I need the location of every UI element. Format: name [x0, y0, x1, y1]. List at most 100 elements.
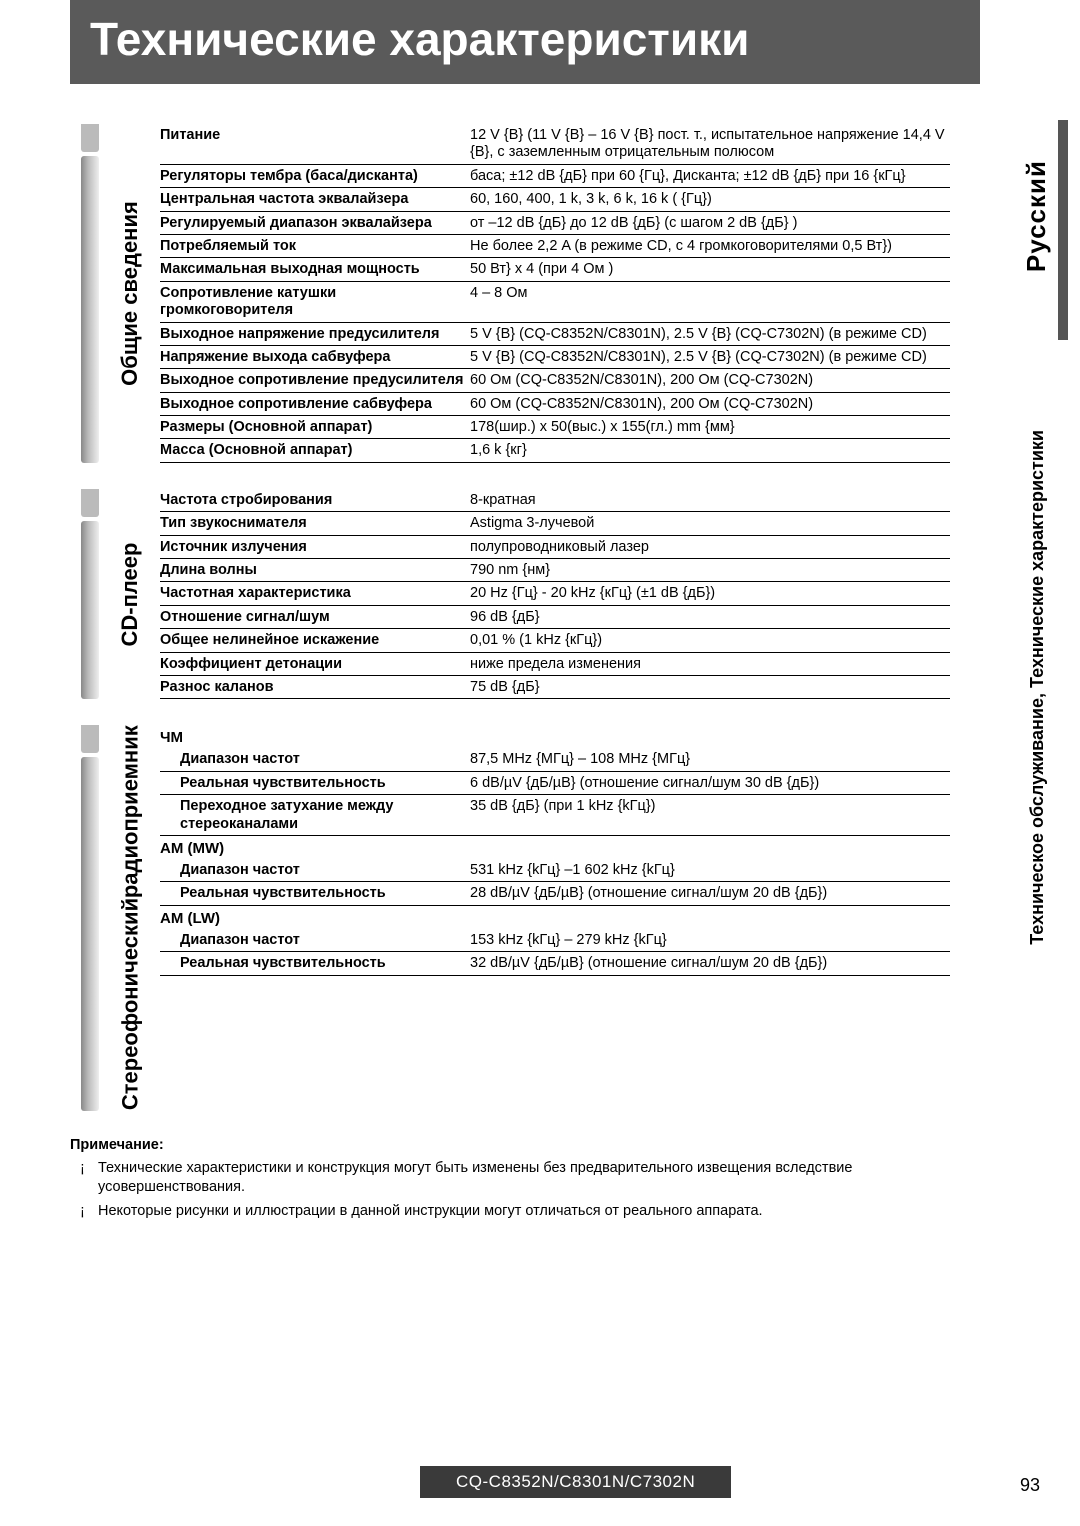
- spec-row-label: Размеры (Основной аппарат): [160, 419, 470, 436]
- spec-row-value: 60, 160, 400, 1 k, 3 k, 6 k, 16 k ( {Гц}…: [470, 191, 950, 208]
- spec-row: Центральная частота эквалайзера60, 160, …: [160, 188, 950, 211]
- section-tab: [70, 489, 110, 700]
- spec-row: Размеры (Основной аппарат)178(шир.) x 50…: [160, 416, 950, 439]
- section-cd: CD-плеер Частота стробирования8-кратнаяТ…: [70, 489, 950, 700]
- footer-model-bar: CQ-C8352N/C8301N/C7302N: [420, 1466, 731, 1498]
- spec-row-label: Частотная характеристика: [160, 585, 470, 602]
- spec-row-label: Потребляемый ток: [160, 238, 470, 255]
- spec-row-label: Длина волны: [160, 562, 470, 579]
- spec-row-label: Напряжение выхода сабвуфера: [160, 349, 470, 366]
- spec-row-value: 12 V {В} (11 V {В} – 16 V {В} пост. т., …: [470, 127, 950, 162]
- spec-row-value: 60 Ом (CQ-C8352N/C8301N), 200 Ом (CQ-C73…: [470, 372, 950, 389]
- spec-row-label: Масса (Основной аппарат): [160, 442, 470, 459]
- section-tab: [70, 725, 110, 1110]
- spec-table-general: Питание12 V {В} (11 V {В} – 16 V {В} пос…: [160, 124, 950, 463]
- section-label-radio-2: радиоприемник: [118, 725, 141, 898]
- band-heading: AM (LW): [160, 906, 950, 929]
- spec-row: Выходное напряжение предусилителя5 V {В}…: [160, 323, 950, 346]
- notes-item: Некоторые рисунки и иллюстрации в данной…: [70, 1202, 940, 1222]
- spec-row-label: Регулируемый диапазон эквалайзера: [160, 215, 470, 232]
- tab-stub-icon: [81, 489, 99, 517]
- spec-row-value: 50 Вт} x 4 (при 4 Ом ): [470, 261, 950, 278]
- footer-model-text: CQ-C8352N/C8301N/C7302N: [456, 1472, 695, 1491]
- spec-row-label: Диапазон частот: [180, 862, 470, 879]
- spec-row: Выходное сопротивление сабвуфера60 Ом (C…: [160, 393, 950, 416]
- spec-row-value: 87,5 MHz {МГц} – 108 MHz {МГц}: [470, 751, 950, 768]
- spec-row-value: 35 dB {дБ} (при 1 kHz {kГц}): [470, 798, 950, 833]
- tab-bar-icon: [81, 156, 99, 463]
- spec-row-label: Центральная частота эквалайзера: [160, 191, 470, 208]
- spec-row: Отношение сигнал/шум96 dB {дБ}: [160, 606, 950, 629]
- spec-row: Длина волны790 nm {нм}: [160, 559, 950, 582]
- spec-row-value: 153 kHz {kГц} – 279 kHz {kГц}: [470, 932, 950, 949]
- spec-row-value: баса; ±12 dB {дБ} при 60 {Гц}, Дисканта;…: [470, 168, 950, 185]
- spec-row-label: Питание: [160, 127, 470, 162]
- spec-row-value: 96 dB {дБ}: [470, 609, 950, 626]
- spec-row-label: Реальная чувствительность: [180, 775, 470, 792]
- spec-row-value: 75 dB {дБ}: [470, 679, 950, 696]
- spec-table-cd: Частота стробирования8-кратнаяТип звукос…: [160, 489, 950, 700]
- spec-row: Частотная характеристика20 Hz {Гц} - 20 …: [160, 582, 950, 605]
- spec-row-value: ниже предела изменения: [470, 656, 950, 673]
- spec-row-value: от –12 dB {дБ} до 12 dB {дБ} (с шагом 2 …: [470, 215, 950, 232]
- content-area: Общие сведения Питание12 V {В} (11 V {В}…: [70, 124, 950, 1221]
- spec-row: Регулируемый диапазон эквалайзераот –12 …: [160, 212, 950, 235]
- spec-row: Тип звукоснимателяAstigma 3-лучевой: [160, 512, 950, 535]
- section-label-radio-1: Стереофонический: [118, 898, 141, 1110]
- spec-table-radio: ЧМДиапазон частот87,5 MHz {МГц} – 108 MH…: [160, 725, 950, 1110]
- spec-row-value: 32 dB/µV {дБ/µВ} (отношение сигнал/шум 2…: [470, 955, 950, 972]
- spec-row: Реальная чувствительность32 dB/µV {дБ/µВ…: [160, 952, 950, 975]
- spec-row-label: Сопротивление катушки громкоговорителя: [160, 285, 470, 320]
- spec-row-value: 4 – 8 Ом: [470, 285, 950, 320]
- spec-row: Максимальная выходная мощность50 Вт} x 4…: [160, 258, 950, 281]
- spec-row-label: Отношение сигнал/шум: [160, 609, 470, 626]
- notes-item: Технические характеристики и конструкция…: [70, 1159, 940, 1198]
- spec-row-value: 1,6 k {кг}: [470, 442, 950, 459]
- spec-row-value: 60 Ом (CQ-C8352N/C8301N), 200 Ом (CQ-C73…: [470, 396, 950, 413]
- spec-row: Переходное затухание между стереоканалам…: [160, 795, 950, 836]
- spec-row-label: Выходное сопротивление предусилителя: [160, 372, 470, 389]
- spec-row-label: Максимальная выходная мощность: [160, 261, 470, 278]
- spec-row-label: Диапазон частот: [180, 932, 470, 949]
- spec-row-value: 20 Hz {Гц} - 20 kHz {кГц} (±1 dB {дБ}): [470, 585, 950, 602]
- spec-row: Масса (Основной аппарат)1,6 k {кг}: [160, 439, 950, 462]
- spec-row: Диапазон частот531 kHz {kГц} –1 602 kHz …: [160, 859, 950, 882]
- spec-row-label: Переходное затухание между стереоканалам…: [180, 798, 470, 833]
- spec-row: Общее нелинейное искажение0,01 % (1 kHz …: [160, 629, 950, 652]
- spec-row-label: Выходное сопротивление сабвуфера: [160, 396, 470, 413]
- spec-row-label: Коэффициент детонации: [160, 656, 470, 673]
- section-tab: [70, 124, 110, 463]
- spec-row-value: 8-кратная: [470, 492, 950, 509]
- section-label-cd: CD-плеер: [110, 489, 150, 700]
- spec-row: Питание12 V {В} (11 V {В} – 16 V {В} пос…: [160, 124, 950, 165]
- spec-row-label: Диапазон частот: [180, 751, 470, 768]
- spec-row-value: 28 dB/µV {дБ/µВ} (отношение сигнал/шум 2…: [470, 885, 950, 902]
- tab-stub-icon: [81, 124, 99, 152]
- spec-row: Регуляторы тембра (баса/дисканта)баса; ±…: [160, 165, 950, 188]
- section-label-radio: Стереофонический радиоприемник: [110, 725, 150, 1110]
- tab-bar-icon: [81, 757, 99, 1110]
- spec-row-value: 790 nm {нм}: [470, 562, 950, 579]
- spec-row-value: 6 dB/µV {дБ/µВ} (отношение сигнал/шум 30…: [470, 775, 950, 792]
- page-number: 93: [1020, 1475, 1040, 1496]
- spec-row: Сопротивление катушки громкоговорителя4 …: [160, 282, 950, 323]
- spec-row-value: Astigma 3-лучевой: [470, 515, 950, 532]
- tab-bar-icon: [81, 521, 99, 700]
- spec-row-value: полупроводниковый лазер: [470, 539, 950, 556]
- band-heading: AM (MW): [160, 836, 950, 859]
- page-title-banner: Технические характеристики: [70, 0, 980, 84]
- spec-row: Коэффициент детонацииниже предела измене…: [160, 653, 950, 676]
- spec-row-label: Регуляторы тембра (баса/дисканта): [160, 168, 470, 185]
- notes-list: Технические характеристики и конструкция…: [70, 1159, 940, 1222]
- spec-row: Источник излученияполупроводниковый лазе…: [160, 536, 950, 559]
- side-section-label: Техническое обслуживание, Технические ха…: [1027, 430, 1048, 945]
- spec-row-value: 5 V {В} (CQ-C8352N/C8301N), 2.5 V {В} (C…: [470, 326, 950, 343]
- page-title: Технические характеристики: [90, 13, 749, 65]
- section-general: Общие сведения Питание12 V {В} (11 V {В}…: [70, 124, 950, 463]
- notes-title: Примечание:: [70, 1137, 940, 1153]
- spec-row-value: 0,01 % (1 kHz {кГц}): [470, 632, 950, 649]
- spec-row-label: Общее нелинейное искажение: [160, 632, 470, 649]
- spec-row-value: Не более 2,2 A (в режиме CD, с 4 громког…: [470, 238, 950, 255]
- side-language-label: Русский: [1021, 160, 1052, 272]
- spec-row: Напряжение выхода сабвуфера5 V {В} (CQ-C…: [160, 346, 950, 369]
